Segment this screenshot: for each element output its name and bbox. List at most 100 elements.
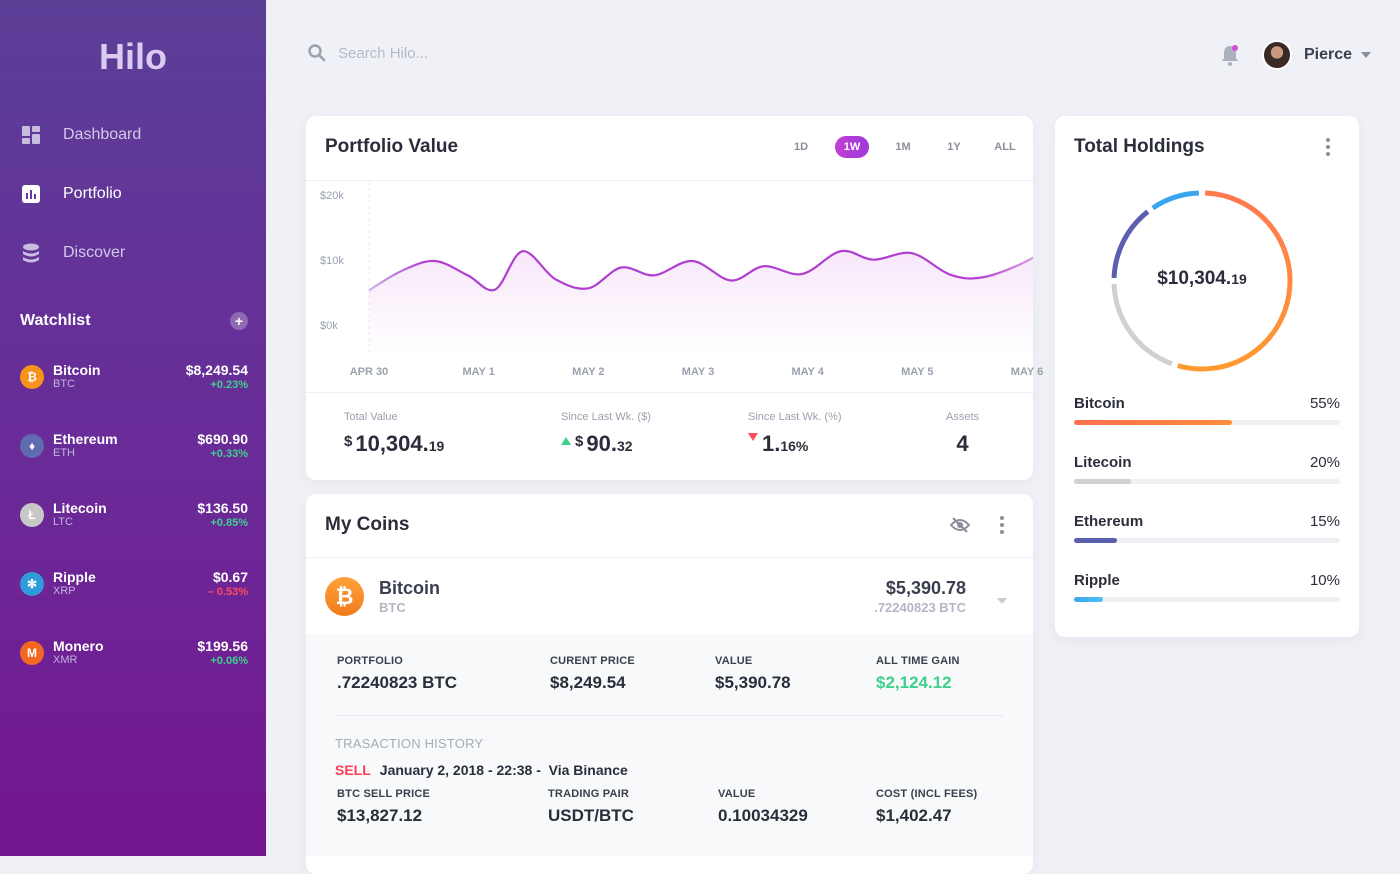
x-tick: MAY 2 — [558, 366, 618, 378]
watchlist-coin-price: $0.67 — [208, 570, 248, 585]
stat-label: Total Value — [344, 411, 444, 423]
watchlist-coin-name: Ethereum — [53, 432, 118, 447]
watchlist-item-monero[interactable]: M Monero XMR $199.56 +0.06% — [20, 637, 248, 669]
holdings-total-cents: 19 — [1231, 271, 1247, 287]
holding-bitcoin: Bitcoin 55% — [1074, 395, 1340, 425]
detail-value: $5,390.78 — [715, 673, 791, 693]
x-tick: MAY 6 — [997, 366, 1057, 378]
notification-bell-icon[interactable] — [1218, 43, 1242, 67]
tx-detail-value: $1,402.47 — [876, 806, 977, 826]
stat-since-last-week-usd: Since Last Wk. ($) $ 90.32 — [561, 411, 651, 457]
tx-detail-value: $13,827.12 — [337, 806, 430, 826]
chevron-down-icon[interactable] — [1360, 46, 1372, 64]
nav-label-dashboard: Dashboard — [63, 126, 141, 144]
holding-bar-fill — [1074, 420, 1232, 425]
ripple-icon: ✻ — [20, 572, 44, 596]
more-options-icon[interactable] — [1325, 138, 1331, 161]
watchlist-item-bitcoin[interactable]: ₿ Bitcoin BTC $8,249.54 +0.23% — [20, 361, 248, 393]
donut-slice-ripple — [1153, 193, 1199, 208]
watchlist-coin-change: +0.85% — [197, 516, 248, 530]
tx-type-badge: SELL — [335, 762, 371, 778]
watchlist-coin-symbol: XMR — [53, 654, 104, 667]
x-tick: MAY 4 — [778, 366, 838, 378]
tx-detail-3: COST (INCL FEES) $1,402.47 — [876, 788, 977, 826]
more-options-icon[interactable] — [999, 516, 1005, 539]
holding-name: Ripple — [1074, 572, 1120, 589]
holding-bar-track — [1074, 479, 1340, 484]
arrow-up-icon — [561, 437, 571, 445]
chevron-down-icon[interactable] — [997, 592, 1007, 610]
detail-portfolio: PORTFOLIO .72240823 BTC — [337, 655, 457, 693]
watchlist-coin-change: +0.06% — [197, 654, 248, 668]
app-logo[interactable]: Hilo — [0, 36, 266, 78]
hide-eye-icon[interactable] — [950, 516, 970, 539]
range-1m[interactable]: 1M — [886, 136, 920, 158]
nav-item-portfolio[interactable]: Portfolio — [20, 179, 122, 209]
add-watchlist-button[interactable]: + — [230, 312, 248, 330]
coin-name: Bitcoin — [379, 578, 440, 599]
coin-row-bitcoin[interactable]: ₿ Bitcoin BTC $5,390.78 .72240823 BTC — [306, 558, 1033, 634]
watchlist-coin-name: Bitcoin — [53, 363, 100, 378]
search-bar[interactable]: Search Hilo... — [308, 44, 428, 62]
range-selector: 1D 1W 1M 1Y ALL — [784, 136, 1039, 158]
transaction-history-title: TRASACTION HISTORY — [335, 736, 483, 751]
watchlist-coin-price: $199.56 — [197, 639, 248, 654]
coin-amount: .72240823 BTC — [874, 600, 966, 615]
x-tick: MAY 1 — [449, 366, 509, 378]
holding-bar-track — [1074, 597, 1340, 602]
search-input[interactable]: Search Hilo... — [338, 45, 428, 62]
holding-bar-fill — [1074, 479, 1131, 484]
detail-label: CURENT PRICE — [550, 655, 635, 667]
range-1d[interactable]: 1D — [784, 136, 818, 158]
monero-icon: M — [20, 641, 44, 665]
tx-detail-1: TRADING PAIR USDT/BTC — [548, 788, 634, 826]
range-1y[interactable]: 1Y — [937, 136, 971, 158]
watchlist-item-ethereum[interactable]: ♦ Ethereum ETH $690.90 +0.33% — [20, 430, 248, 462]
dashboard-icon — [20, 124, 42, 146]
x-tick: MAY 5 — [887, 366, 947, 378]
detail-label: VALUE — [715, 655, 791, 667]
detail-label: PORTFOLIO — [337, 655, 457, 667]
watchlist-title: Watchlist — [20, 312, 91, 330]
watchlist-coin-name: Litecoin — [53, 501, 107, 516]
notification-dot — [1232, 45, 1238, 51]
transaction-line: SELL January 2, 2018 - 22:38 - Via Binan… — [335, 762, 628, 778]
stat-value: $ 10,304.19 — [344, 431, 444, 457]
nav-item-discover[interactable]: Discover — [20, 238, 125, 268]
stat-value: 4 — [946, 431, 979, 457]
stat-main: 1. — [762, 431, 780, 457]
holding-name: Litecoin — [1074, 454, 1132, 471]
tx-detail-value: 0.10034329 — [718, 806, 808, 826]
my-coins-title: My Coins — [325, 514, 409, 536]
ethereum-icon: ♦ — [20, 434, 44, 458]
stat-value: 1.16% — [748, 431, 842, 457]
arrow-down-icon — [748, 433, 758, 441]
litecoin-icon: Ł — [20, 503, 44, 527]
stat-main: 10,304. — [355, 431, 428, 457]
holding-name: Bitcoin — [1074, 395, 1125, 412]
search-icon — [308, 44, 326, 62]
currency-symbol: $ — [575, 433, 583, 450]
watchlist-coin-symbol: ETH — [53, 447, 118, 460]
nav-item-dashboard[interactable]: Dashboard — [20, 120, 141, 150]
detail-value: VALUE $5,390.78 — [715, 655, 791, 693]
stat-value: $ 90.32 — [561, 431, 651, 457]
stat-since-last-week-pct: Since Last Wk. (%) 1.16% — [748, 411, 842, 457]
user-area: Pierce — [1218, 40, 1372, 70]
watchlist-coin-price: $136.50 — [197, 501, 248, 516]
holding-bar-track — [1074, 538, 1340, 543]
watchlist-coin-symbol: BTC — [53, 378, 100, 391]
user-name[interactable]: Pierce — [1304, 46, 1352, 64]
watchlist-coin-price: $8,249.54 — [186, 363, 248, 378]
watchlist-coin-change: +0.23% — [186, 378, 248, 392]
avatar[interactable] — [1262, 40, 1292, 70]
coin-value: $5,390.78 — [886, 578, 966, 599]
holding-percent: 15% — [1310, 513, 1340, 530]
holdings-total: $10,304.19 — [1107, 268, 1297, 290]
range-1w[interactable]: 1W — [835, 136, 869, 158]
holding-bar-track — [1074, 420, 1340, 425]
watchlist-item-litecoin[interactable]: Ł Litecoin LTC $136.50 +0.85% — [20, 499, 248, 531]
range-all[interactable]: ALL — [988, 136, 1022, 158]
watchlist-item-ripple[interactable]: ✻ Ripple XRP $0.67 – 0.53% — [20, 568, 248, 600]
nav-label-discover: Discover — [63, 244, 125, 262]
